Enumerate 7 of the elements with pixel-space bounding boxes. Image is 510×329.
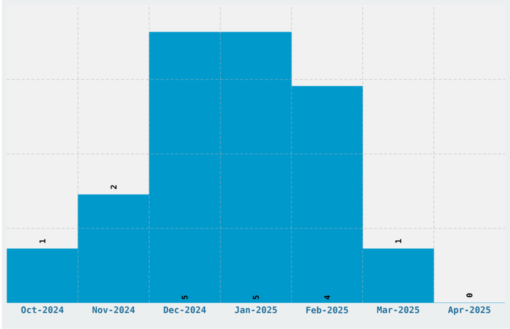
x-tick-label: Apr-2025 [448,306,490,315]
x-tick-label: Oct-2024 [21,306,64,314]
x-tick-label: Dec-2024 [164,306,206,314]
x-tick-label: Feb-2025 [306,306,348,314]
x-tick-label: Mar-2025 [377,306,420,314]
x-tick-label: Nov-2024 [92,306,135,314]
x-tick-label: Jan-2025 [234,306,277,314]
